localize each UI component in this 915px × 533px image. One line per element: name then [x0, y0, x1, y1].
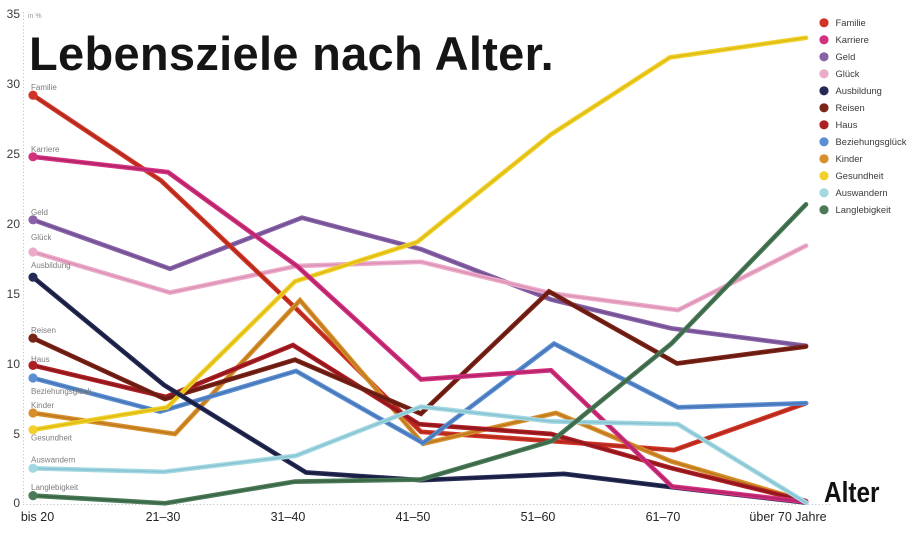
- svg-text:21–30: 21–30: [146, 510, 181, 524]
- svg-text:Karriere: Karriere: [31, 145, 60, 154]
- svg-text:Beziehungsglück: Beziehungsglück: [836, 136, 907, 147]
- svg-text:Gesundheit: Gesundheit: [836, 170, 884, 181]
- svg-text:25: 25: [7, 147, 21, 161]
- svg-text:61–70: 61–70: [646, 510, 681, 524]
- svg-text:Langlebigkeit: Langlebigkeit: [31, 483, 79, 492]
- svg-text:Glück: Glück: [31, 233, 52, 242]
- svg-text:Ausbildung: Ausbildung: [31, 261, 71, 270]
- svg-text:51–60: 51–60: [521, 510, 556, 524]
- svg-text:Haus: Haus: [31, 355, 50, 364]
- svg-text:Beziehungsglück: Beziehungsglück: [31, 387, 92, 396]
- svg-text:Lebensziele nach Alter.: Lebensziele nach Alter.: [29, 27, 554, 80]
- svg-text:Auswandern: Auswandern: [31, 456, 75, 465]
- svg-text:Langlebigkeit: Langlebigkeit: [836, 204, 892, 215]
- svg-text:0: 0: [13, 496, 20, 510]
- svg-text:41–50: 41–50: [396, 510, 431, 524]
- svg-text:Alter: Alter: [824, 477, 880, 509]
- svg-text:Ausbildung: Ausbildung: [836, 85, 882, 96]
- svg-text:Karriere: Karriere: [836, 34, 869, 45]
- svg-text:Glück: Glück: [836, 68, 860, 79]
- svg-text:Reisen: Reisen: [31, 326, 56, 335]
- svg-text:bis 20: bis 20: [21, 510, 54, 524]
- svg-text:Gesundheit: Gesundheit: [31, 434, 73, 443]
- svg-text:5: 5: [13, 427, 20, 441]
- svg-text:35: 35: [7, 7, 21, 21]
- svg-text:15: 15: [7, 287, 21, 301]
- svg-text:20: 20: [7, 217, 21, 231]
- svg-text:in %: in %: [28, 13, 42, 20]
- svg-text:über 70 Jahre: über 70 Jahre: [749, 510, 826, 524]
- svg-text:Auswandern: Auswandern: [836, 187, 888, 198]
- svg-text:10: 10: [7, 357, 21, 371]
- svg-text:Haus: Haus: [836, 119, 858, 130]
- svg-text:Kinder: Kinder: [836, 153, 863, 164]
- svg-text:Familie: Familie: [31, 83, 57, 92]
- svg-text:Familie: Familie: [836, 17, 866, 28]
- svg-text:Geld: Geld: [836, 51, 856, 62]
- svg-text:31–40: 31–40: [271, 510, 306, 524]
- svg-text:Reisen: Reisen: [836, 102, 865, 113]
- svg-text:Kinder: Kinder: [31, 401, 54, 410]
- svg-text:Geld: Geld: [31, 208, 48, 217]
- svg-text:30: 30: [7, 77, 21, 91]
